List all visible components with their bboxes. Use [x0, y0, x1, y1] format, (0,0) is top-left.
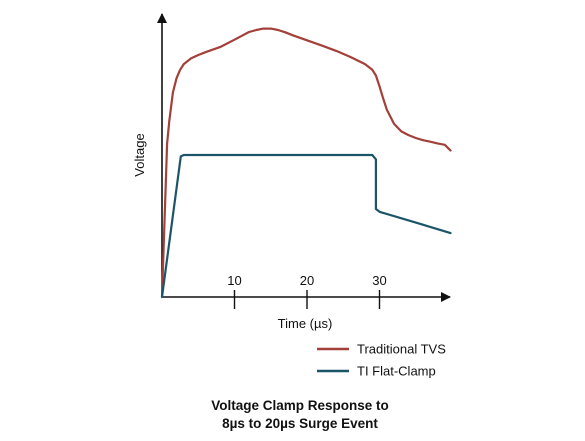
plot-area: 10 20 30 — [157, 13, 452, 309]
chart-title: Voltage Clamp Response to — [211, 398, 389, 413]
legend-label: TI Flat-Clamp — [357, 364, 436, 379]
x-axis-label: Time (µs) — [278, 316, 333, 331]
x-tick-group: 10 20 30 — [227, 273, 387, 309]
series-line-traditional-tvs — [160, 27, 452, 299]
y-axis-label: Voltage — [132, 133, 147, 176]
series-group — [160, 27, 452, 299]
x-tick-label: 30 — [372, 273, 386, 288]
chart-subtitle: 8µs to 20µs Surge Event — [222, 416, 378, 431]
legend: Traditional TVS TI Flat-Clamp — [317, 342, 446, 379]
x-tick-label: 20 — [300, 273, 314, 288]
series-line-ti-flat-clamp — [160, 153, 452, 299]
legend-label: Traditional TVS — [357, 342, 446, 357]
x-tick-label: 10 — [227, 273, 241, 288]
